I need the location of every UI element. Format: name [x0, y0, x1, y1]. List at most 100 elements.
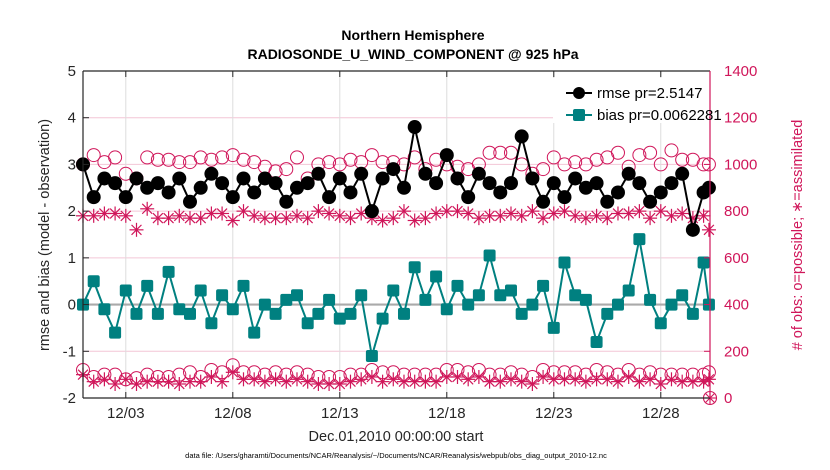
rmse-point [386, 162, 401, 177]
bias-point [87, 275, 100, 288]
obs-possible-point [86, 148, 101, 163]
obs-assimilated-point [172, 376, 187, 391]
bias-point [205, 317, 218, 330]
obs-assimilated-point [696, 374, 711, 389]
obs-possible-point [546, 150, 561, 165]
asterisk-stroke [152, 376, 164, 388]
obs-assimilated-point [108, 376, 123, 391]
obs-assimilated-point [471, 211, 486, 226]
asterisk-stroke [206, 208, 217, 219]
legend-bias-label: bias pr=0.0062281 [597, 107, 722, 124]
series-assimilated-obs-low- [76, 365, 716, 391]
bias-point [119, 284, 132, 297]
obs-assimilated-point [450, 204, 465, 219]
obs-possible-point [632, 148, 647, 163]
asterisk-stroke [420, 212, 431, 224]
rmse-point [215, 176, 230, 191]
rmse-point [429, 176, 444, 191]
legend-rmse-marker [573, 87, 585, 99]
obs-assimilated-point [386, 372, 401, 387]
legend-rmse-label: rmse pr=2.5147 [597, 85, 702, 102]
obs-assimilated-point [279, 211, 294, 226]
obs-assimilated-point [161, 211, 176, 226]
y2-tick-label: 200 [724, 343, 749, 360]
obs-assimilated-point [332, 376, 347, 391]
bias-point [98, 303, 111, 316]
rmse-point [503, 176, 518, 191]
obs-assimilated-point [675, 374, 690, 389]
asterisk-stroke [462, 208, 474, 219]
bias-point [526, 298, 539, 311]
obs-assimilated-point [311, 376, 326, 391]
asterisk-stroke [537, 212, 549, 224]
bias-point [537, 279, 550, 292]
y2-tick-label: 1200 [724, 110, 757, 127]
x-tick-label: 12/08 [214, 405, 252, 422]
obs-assimilated-point [343, 374, 358, 389]
obs-assimilated-point [193, 374, 208, 389]
rmse-point [279, 194, 294, 209]
rmse-point [514, 129, 529, 144]
obs-assimilated-point [172, 208, 187, 223]
asterisk-stroke [377, 215, 388, 226]
asterisk-stroke [238, 373, 249, 385]
y-axis-label: rmse and bias (model - observation) [37, 119, 53, 351]
obs-possible-point [536, 162, 551, 177]
asterisk-stroke [676, 376, 688, 388]
bias-point [355, 289, 368, 302]
asterisk-stroke [505, 208, 517, 219]
rmse-point [343, 185, 358, 200]
obs-assimilated-point [589, 208, 604, 223]
bias-point [130, 307, 143, 320]
asterisk-stroke [345, 212, 356, 224]
asterisk-stroke [387, 212, 399, 224]
rmse-point [86, 190, 101, 205]
obs-possible-point [193, 150, 208, 165]
obs-possible-point [589, 152, 604, 167]
obs-assimilated-point [343, 211, 358, 226]
rmse-point [450, 171, 465, 186]
rmse-point [257, 171, 272, 186]
series-rmse [76, 120, 716, 237]
rmse-point [632, 176, 647, 191]
obs-assimilated-point [215, 374, 230, 389]
series-layer [76, 120, 718, 406]
asterisk-stroke [537, 371, 549, 383]
asterisk-stroke [227, 215, 239, 226]
obs-assimilated-point [86, 208, 101, 223]
asterisk-stroke [516, 376, 528, 388]
rmse-point [536, 194, 551, 209]
asterisk-stroke [634, 205, 645, 217]
obs-assimilated-point [525, 376, 540, 391]
obs-possible-point [140, 150, 155, 165]
asterisk-stroke [313, 378, 324, 390]
obs-assimilated-point [525, 204, 540, 219]
asterisk-stroke [280, 376, 292, 388]
obs-assimilated-point [493, 208, 508, 223]
obs-assimilated-point [568, 372, 583, 387]
obs-assimilated-point [118, 208, 133, 223]
obs-assimilated-point [279, 374, 294, 389]
obs-possible-point [172, 155, 187, 170]
bias-line [82, 238, 710, 357]
asterisk-stroke [612, 208, 624, 219]
rmse-point [182, 194, 197, 209]
asterisk-stroke [163, 376, 174, 388]
bias-point [109, 326, 122, 339]
bias-point [579, 293, 592, 306]
bias-point [258, 298, 271, 311]
asterisk-stroke [484, 210, 495, 222]
asterisk-stroke [527, 378, 538, 390]
y2-tick-label: 600 [724, 250, 749, 267]
obs-assimilated-point [664, 208, 679, 223]
obs-assimilated-point [664, 372, 679, 387]
y2-tick-label: 1000 [724, 156, 757, 173]
asterisk-stroke [527, 205, 538, 217]
bias-point [686, 307, 699, 320]
legend: rmse pr=2.5147 bias pr=0.0062281 [553, 78, 722, 124]
obs-assimilated-point [289, 208, 304, 223]
asterisk-stroke [441, 205, 453, 217]
obs-possible-point [557, 157, 572, 172]
asterisk-stroke [676, 208, 688, 219]
asterisk-stroke [206, 371, 217, 383]
